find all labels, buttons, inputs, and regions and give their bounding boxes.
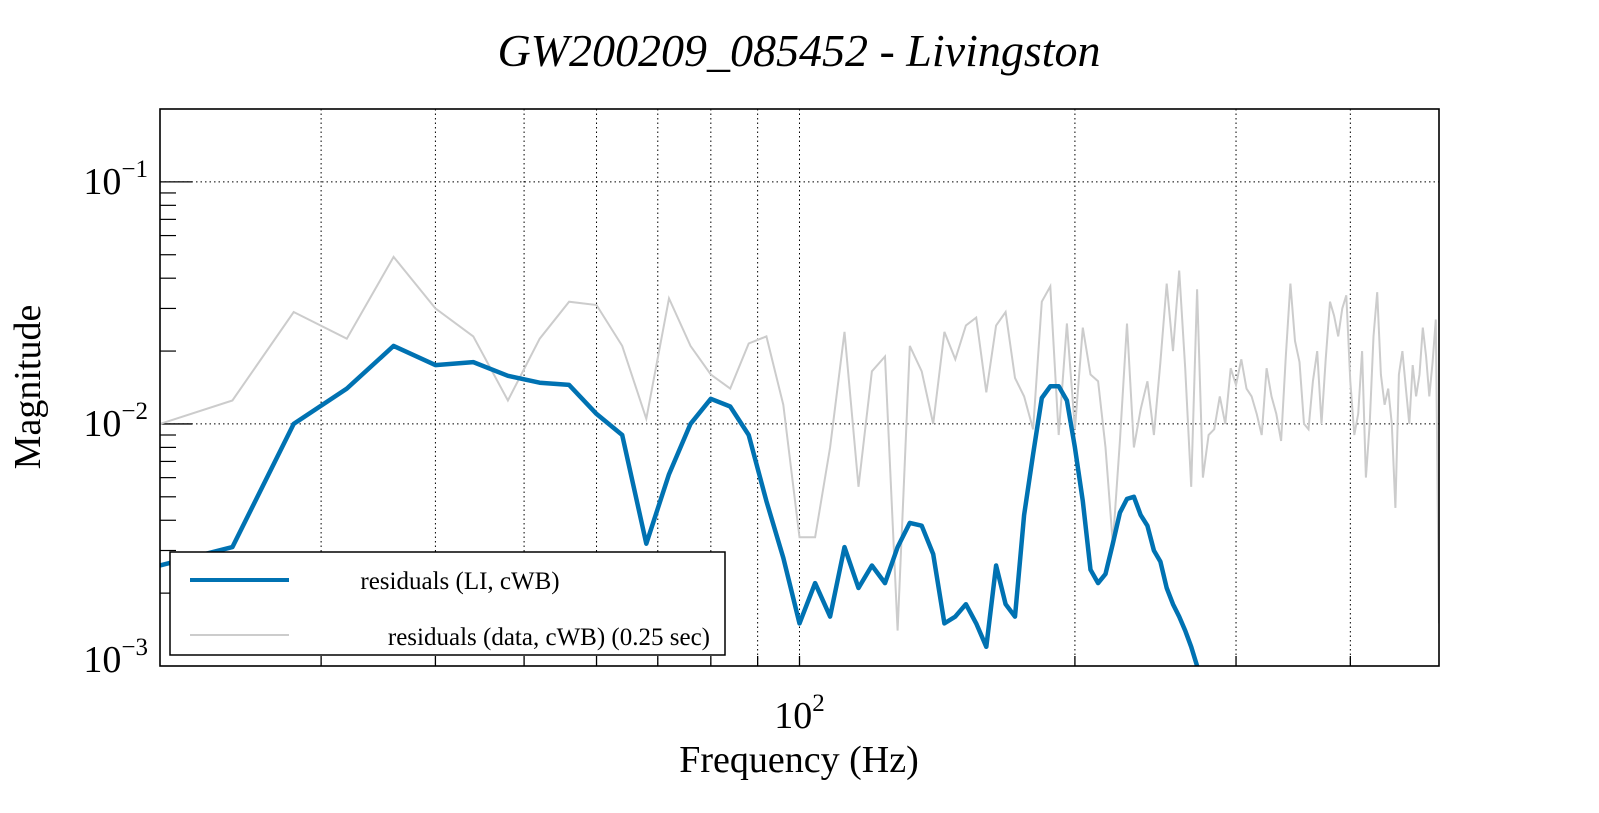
minor-ticks <box>160 192 176 594</box>
x-tick-label: 102 <box>774 690 825 737</box>
legend: residuals (LI, cWB) residuals (data, cWB… <box>169 551 726 656</box>
series-data-cwb-line <box>160 255 1439 631</box>
y-tick-labels: 10−1 10−2 10−3 <box>83 156 148 681</box>
legend-label-li-cwb: residuals (LI, cWB) <box>360 568 559 595</box>
plot-frame <box>159 108 1440 667</box>
y-tick-label: 10−2 <box>83 398 148 445</box>
chart-title: GW200209_085452 - Livingston <box>497 25 1100 76</box>
y-tick-label: 10−1 <box>83 156 148 203</box>
x-axis-label: Frequency (Hz) <box>679 739 919 781</box>
series-li-cwb-line <box>160 343 1200 666</box>
legend-label-data-cwb: residuals (data, cWB) (0.25 sec) <box>388 624 710 651</box>
y-axis-label: Magnitude <box>7 305 49 470</box>
legend-box <box>169 551 726 656</box>
y-tick-label: 10−3 <box>83 634 148 681</box>
